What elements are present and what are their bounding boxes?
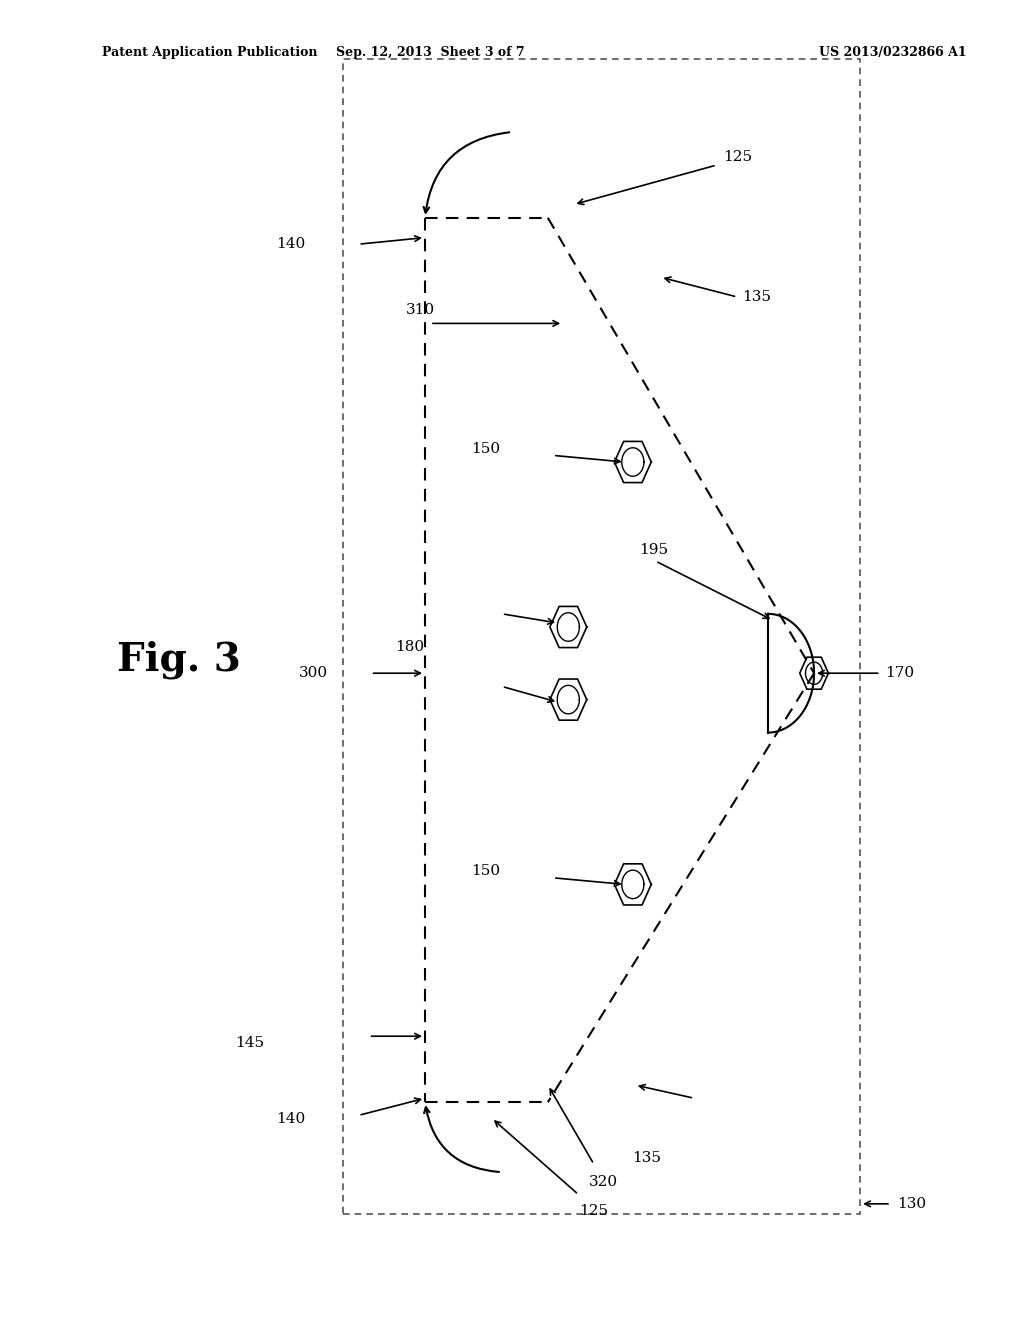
Text: 140: 140 (276, 238, 306, 251)
Text: 150: 150 (471, 442, 500, 455)
Text: 300: 300 (299, 667, 328, 680)
Text: 125: 125 (580, 1204, 608, 1218)
Text: Sep. 12, 2013  Sheet 3 of 7: Sep. 12, 2013 Sheet 3 of 7 (336, 46, 524, 59)
Text: 150: 150 (471, 865, 500, 878)
Text: 140: 140 (276, 1113, 306, 1126)
Text: 130: 130 (897, 1197, 926, 1210)
Text: 145: 145 (236, 1036, 264, 1049)
Text: Patent Application Publication: Patent Application Publication (102, 46, 317, 59)
Text: 125: 125 (723, 149, 752, 164)
Text: 135: 135 (632, 1151, 660, 1164)
Text: 135: 135 (742, 290, 771, 304)
Text: 180: 180 (395, 640, 424, 653)
Text: 170: 170 (885, 667, 913, 680)
Text: 320: 320 (589, 1175, 617, 1189)
Text: 310: 310 (406, 302, 434, 317)
Text: Fig. 3: Fig. 3 (118, 640, 241, 680)
Text: US 2013/0232866 A1: US 2013/0232866 A1 (819, 46, 967, 59)
Text: 195: 195 (639, 543, 668, 557)
